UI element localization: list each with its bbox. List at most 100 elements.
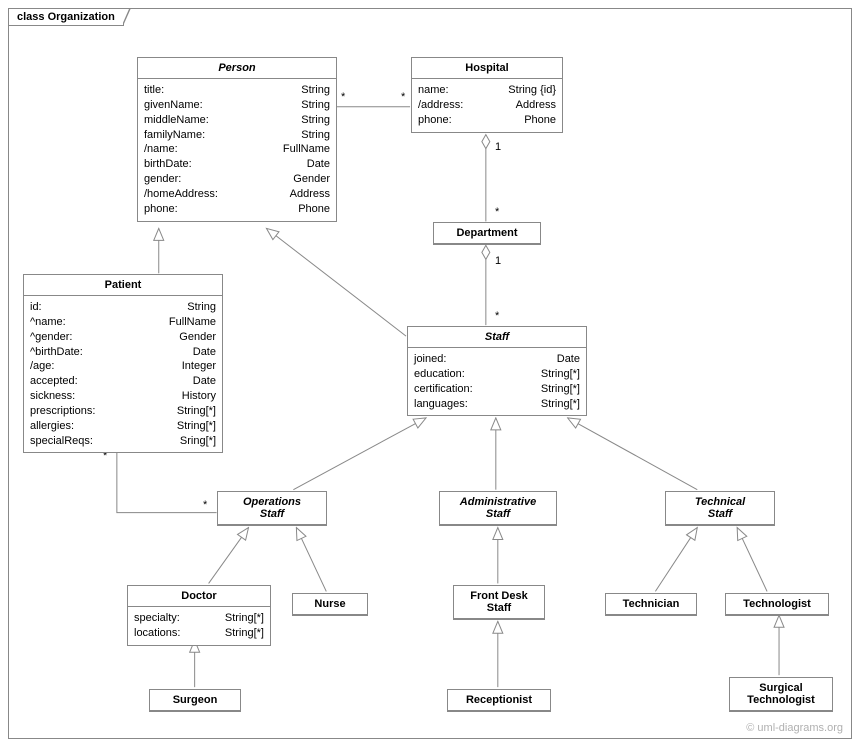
attr-type: String — [301, 98, 330, 113]
attr-name: sickness: — [30, 389, 75, 404]
attr-type: String[*] — [225, 611, 264, 626]
attribute-row: specialReqs: Sring[*] — [30, 434, 216, 449]
class-title: Front Desk Staff — [454, 586, 544, 619]
attribute-row: birthDate: Date — [144, 157, 330, 172]
attribute-row: allergies: String[*] — [30, 419, 216, 434]
attribute-row: gender:Gender — [144, 172, 330, 187]
attribute-row: middleName:String — [144, 113, 330, 128]
attr-type: Gender — [179, 330, 216, 345]
mult-hosp-dept-1: 1 — [495, 141, 501, 153]
attr-type: Date — [193, 345, 216, 360]
class-title: Receptionist — [448, 690, 550, 711]
mult-patient-ops-r: * — [203, 499, 207, 511]
class-attributes: id:String^name:FullName^gender:Gender^bi… — [24, 296, 222, 452]
class-title: Staff — [408, 327, 586, 348]
attribute-row: name: String {id} — [418, 83, 556, 98]
attr-type: Phone — [524, 113, 556, 128]
class-title: Doctor — [128, 586, 270, 607]
attr-name: accepted: — [30, 374, 78, 389]
attr-type: Address — [516, 98, 556, 113]
attr-name: familyName: — [144, 128, 205, 143]
attr-name: ^name: — [30, 315, 66, 330]
attribute-row: phone: Phone — [418, 113, 556, 128]
watermark: © uml-diagrams.org — [746, 722, 843, 734]
attr-name: locations: — [134, 626, 180, 641]
attr-name: givenName: — [144, 98, 203, 113]
attribute-row: /name: FullName — [144, 142, 330, 157]
attribute-row: locations: String[*] — [134, 626, 264, 641]
attr-name: joined: — [414, 352, 446, 367]
attr-type: String[*] — [541, 367, 580, 382]
class-receptionist: Receptionist — [447, 689, 551, 712]
attr-name: title: — [144, 83, 164, 98]
class-technical-staff: Technical Staff — [665, 491, 775, 526]
attr-type: String[*] — [225, 626, 264, 641]
attr-type: History — [182, 389, 216, 404]
attribute-row: specialty: String[*] — [134, 611, 264, 626]
attr-name: birthDate: — [144, 157, 192, 172]
mult-dept-staff-star: * — [495, 310, 499, 322]
uml-frame: class Organization — [8, 8, 852, 739]
class-title: Surgeon — [150, 690, 240, 711]
attr-name: allergies: — [30, 419, 74, 434]
attr-name: specialty: — [134, 611, 180, 626]
attribute-row: givenName: String — [144, 98, 330, 113]
attribute-row: accepted: Date — [30, 374, 216, 389]
attribute-row: /age:Integer — [30, 359, 216, 374]
attribute-row: ^name:FullName — [30, 315, 216, 330]
attr-name: middleName: — [144, 113, 209, 128]
class-front-desk-staff: Front Desk Staff — [453, 585, 545, 620]
attr-name: id: — [30, 300, 42, 315]
class-department: Department — [433, 222, 541, 245]
class-title: Operations Staff — [218, 492, 326, 525]
attr-name: phone: — [418, 113, 452, 128]
attr-name: ^birthDate: — [30, 345, 83, 360]
attr-type: Sring[*] — [180, 434, 216, 449]
attr-type: String — [301, 83, 330, 98]
class-surgical-technologist: Surgical Technologist — [729, 677, 833, 712]
attribute-row: sickness: History — [30, 389, 216, 404]
mult-person-hospital-r: * — [401, 91, 405, 103]
class-title: Administrative Staff — [440, 492, 556, 525]
attr-type: Date — [557, 352, 580, 367]
attr-name: certification: — [414, 382, 473, 397]
frame-label-text: class Organization — [17, 11, 115, 23]
attr-type: String[*] — [177, 404, 216, 419]
mult-person-hospital-l: * — [341, 91, 345, 103]
class-title: Technical Staff — [666, 492, 774, 525]
attr-type: Date — [307, 157, 330, 172]
attr-name: prescriptions: — [30, 404, 95, 419]
attr-type: Phone — [298, 202, 330, 217]
attribute-row: title: String — [144, 83, 330, 98]
class-attributes: name:String {id}/address:Addressphone:Ph… — [412, 79, 562, 132]
attribute-row: ^birthDate: Date — [30, 345, 216, 360]
class-title: Technologist — [726, 594, 828, 615]
class-hospital: Hospitalname:String {id}/address:Address… — [411, 57, 563, 133]
class-title: Nurse — [293, 594, 367, 615]
class-person: Persontitle:StringgivenName:Stringmiddle… — [137, 57, 337, 222]
attr-type: Gender — [293, 172, 330, 187]
class-title: Department — [434, 223, 540, 244]
attr-name: specialReqs: — [30, 434, 93, 449]
class-title: Hospital — [412, 58, 562, 79]
attr-name: languages: — [414, 397, 468, 412]
class-technologist: Technologist — [725, 593, 829, 616]
attribute-row: prescriptions: String[*] — [30, 404, 216, 419]
attribute-row: /homeAddress:Address — [144, 187, 330, 202]
class-title: Patient — [24, 275, 222, 296]
attr-name: /name: — [144, 142, 178, 157]
attribute-row: familyName:String — [144, 128, 330, 143]
attribute-row: id:String — [30, 300, 216, 315]
attr-type: FullName — [283, 142, 330, 157]
attr-type: String[*] — [541, 382, 580, 397]
attr-type: String[*] — [177, 419, 216, 434]
attribute-row: ^gender:Gender — [30, 330, 216, 345]
class-staff: Staffjoined:Dateeducation:String[*]certi… — [407, 326, 587, 416]
frame-label: class Organization — [8, 8, 124, 26]
attr-type: Date — [193, 374, 216, 389]
attr-type: String {id} — [508, 83, 556, 98]
class-title: Technician — [606, 594, 696, 615]
class-administrative-staff: Administrative Staff — [439, 491, 557, 526]
attr-name: name: — [418, 83, 449, 98]
class-technician: Technician — [605, 593, 697, 616]
